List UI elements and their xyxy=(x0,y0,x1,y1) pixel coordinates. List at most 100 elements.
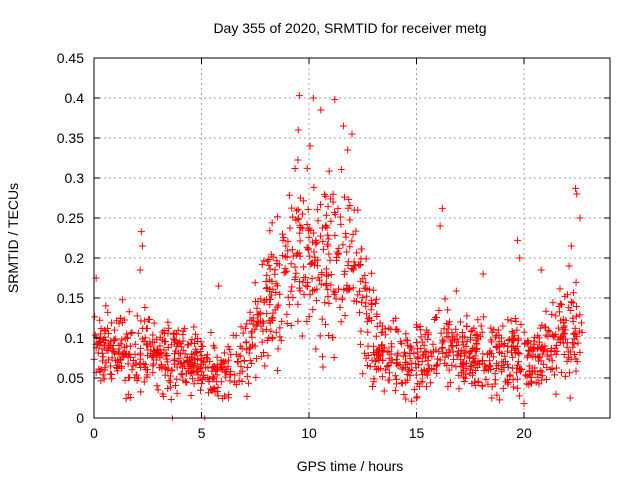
data-point xyxy=(262,284,270,292)
data-point xyxy=(147,342,155,350)
data-point xyxy=(193,368,201,376)
data-point xyxy=(286,224,294,232)
data-point xyxy=(288,204,296,212)
data-point xyxy=(455,385,463,393)
data-point xyxy=(253,320,261,328)
data-point xyxy=(252,373,260,381)
data-point xyxy=(549,331,557,339)
data-point xyxy=(478,382,486,390)
data-point xyxy=(212,378,220,386)
data-point xyxy=(313,285,321,293)
data-point xyxy=(438,204,446,212)
data-point xyxy=(368,301,376,309)
data-point xyxy=(293,207,301,215)
data-point xyxy=(266,265,274,273)
data-point xyxy=(370,375,378,383)
data-point xyxy=(573,358,581,366)
data-point xyxy=(484,380,492,388)
data-point xyxy=(548,310,556,318)
data-point xyxy=(322,320,330,328)
y-tick-label: 0.3 xyxy=(65,170,85,186)
data-point xyxy=(576,348,584,356)
data-point xyxy=(237,323,245,331)
data-point xyxy=(356,287,364,295)
data-point xyxy=(108,370,116,378)
data-point xyxy=(515,392,523,400)
data-point xyxy=(226,345,234,353)
y-tick-label: 0.4 xyxy=(65,90,85,106)
data-point xyxy=(484,366,492,374)
data-point xyxy=(480,313,488,321)
data-point xyxy=(430,315,438,323)
data-point xyxy=(544,327,552,335)
data-point xyxy=(161,338,169,346)
data-point xyxy=(225,394,233,402)
y-axis-label: SRMTID / TECUs xyxy=(5,183,21,293)
data-point xyxy=(243,320,251,328)
data-point xyxy=(331,210,339,218)
data-point xyxy=(150,360,158,368)
data-point xyxy=(156,354,164,362)
data-point xyxy=(268,219,276,227)
data-point xyxy=(542,307,550,315)
data-point xyxy=(523,380,531,388)
data-point xyxy=(321,299,329,307)
data-point xyxy=(447,338,455,346)
data-point xyxy=(186,362,194,370)
data-point xyxy=(509,353,517,361)
data-point xyxy=(571,324,579,332)
data-point xyxy=(474,377,482,385)
data-point xyxy=(520,400,528,408)
data-point xyxy=(368,356,376,364)
data-point xyxy=(256,310,264,318)
data-point xyxy=(322,281,330,289)
x-tick-label: 5 xyxy=(198,425,206,441)
x-tick-label: 0 xyxy=(90,425,98,441)
data-point xyxy=(556,285,564,293)
data-point xyxy=(479,382,487,390)
data-point xyxy=(359,275,367,283)
data-point xyxy=(525,346,533,354)
data-point xyxy=(205,375,213,383)
data-point xyxy=(197,380,205,388)
data-point xyxy=(344,146,352,154)
data-point xyxy=(530,344,538,352)
data-point xyxy=(273,303,281,311)
data-point xyxy=(189,375,197,383)
data-point xyxy=(179,346,187,354)
data-point xyxy=(339,241,347,249)
data-point xyxy=(295,92,303,100)
data-point xyxy=(289,252,297,260)
data-point xyxy=(342,230,350,238)
data-point xyxy=(399,364,407,372)
data-point xyxy=(164,366,172,374)
data-point xyxy=(285,301,293,309)
data-point xyxy=(123,334,131,342)
data-point xyxy=(146,316,154,324)
data-point xyxy=(369,286,377,294)
data-point xyxy=(110,337,118,345)
data-point xyxy=(463,312,471,320)
data-point xyxy=(539,350,547,358)
data-point xyxy=(211,388,219,396)
data-point xyxy=(312,345,320,353)
data-point xyxy=(337,166,345,174)
data-point xyxy=(402,336,410,344)
data-point xyxy=(528,379,536,387)
data-point xyxy=(509,376,517,384)
data-point xyxy=(471,378,479,386)
data-point xyxy=(513,369,521,377)
data-point xyxy=(108,354,116,362)
data-point xyxy=(239,329,247,337)
data-point xyxy=(417,378,425,386)
data-points xyxy=(90,92,586,421)
data-point xyxy=(548,365,556,373)
data-point xyxy=(369,383,377,391)
data-point xyxy=(248,316,256,324)
data-point xyxy=(154,386,162,394)
data-point xyxy=(139,335,147,343)
data-point xyxy=(508,328,516,336)
y-tick-label: 0 xyxy=(76,410,84,426)
data-point xyxy=(398,379,406,387)
